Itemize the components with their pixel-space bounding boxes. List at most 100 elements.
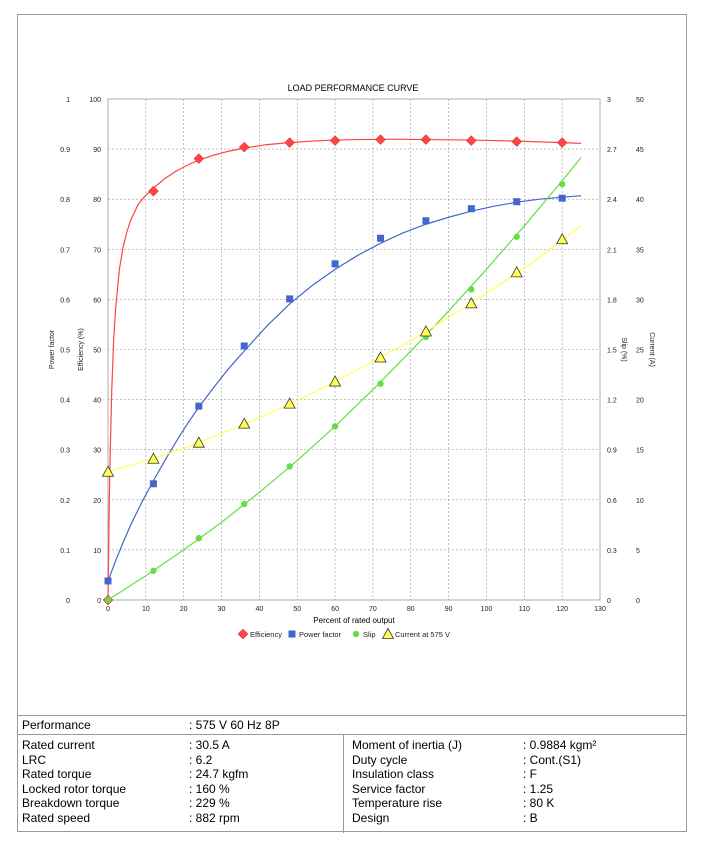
power-factor-legend-label: Power factor: [299, 630, 342, 639]
spec-label: Insulation class: [352, 767, 435, 781]
y-tick-label: 60: [93, 297, 101, 304]
efficiency-point: [329, 135, 341, 146]
efficiency-point: [420, 134, 432, 145]
power-factor-point: [376, 234, 384, 242]
y-tick-label: 10: [636, 498, 644, 505]
load-performance-chart: 0 10 20 30 40 50 60 70 80 90 100 110 120 13000.10.20.…: [49, 83, 655, 640]
y-tick-label: 0.9: [60, 147, 70, 154]
x-tick-label: 40: [255, 606, 263, 613]
y-tick-label: 0: [636, 598, 640, 605]
slip-point: [331, 423, 339, 430]
x-tick-label: 0: [106, 606, 110, 613]
y-tick-label: 20: [93, 498, 101, 505]
report-frame: [17, 14, 687, 832]
y-tick-label: 35: [636, 247, 644, 254]
spec-label: Rated speed: [22, 810, 91, 825]
x-tick-label: 100: [481, 606, 493, 613]
power-factor-point: [240, 342, 248, 350]
y-tick-label: 80: [93, 197, 101, 204]
slip-point: [377, 380, 384, 387]
current-at-575-v-point: [192, 436, 206, 448]
spec-label: Duty cycle: [352, 752, 408, 767]
spec-row: Rated speed : 882 rpm Design : B: [17, 811, 687, 826]
y-tick-label: 50: [636, 97, 644, 104]
y-tick-label: 100: [89, 97, 101, 104]
spec-value: : 160 %: [189, 781, 230, 796]
spec-label: Rated torque: [22, 767, 92, 781]
current-at-575-v-point: [328, 375, 342, 387]
performance-value: : 575 V 60 Hz 8P: [189, 718, 280, 732]
spec-value: : 80 K: [523, 796, 555, 810]
y-tick-label: 20: [636, 398, 644, 405]
y-tick-label: 1.2: [607, 398, 617, 405]
y-tick-label: 0.6: [607, 498, 617, 505]
y-tick-label: 40: [636, 197, 644, 204]
y-tick-label: 45: [636, 147, 644, 154]
power-factor-curve: [107, 195, 582, 582]
spec-value: : 24.7 kgfm: [189, 767, 249, 781]
y-tick-label: 70: [93, 247, 101, 254]
efficiency-point: [284, 137, 296, 148]
efficiency-point: [238, 141, 250, 153]
y-tick-label: 0.2: [60, 498, 70, 505]
y-tick-label: 0.1: [60, 548, 70, 555]
x-tick-label: 70: [369, 606, 377, 613]
spec-row: LRC : 6.2 Duty cycle : Cont.(S1): [17, 753, 687, 768]
efficiency-point: [193, 153, 205, 164]
power-factor-point: [422, 217, 430, 225]
y-tick-label: 0.9: [607, 448, 617, 455]
slip-point: [104, 596, 112, 604]
power-factor-point: [467, 205, 475, 213]
x-tick-label: 10: [142, 606, 150, 613]
legend-layer: Efficiency Power factor Slip Current at 575…: [237, 627, 450, 640]
series-layer: [101, 134, 582, 606]
y-tick-label: 90: [93, 147, 101, 154]
specifications-table: Rated current : 30.5 A Moment of inertia…: [17, 734, 687, 833]
x-tick-label: 20: [180, 606, 188, 613]
current-at-575-v-point: [101, 465, 115, 477]
spec-label: Moment of inertia (J): [352, 738, 463, 752]
y-tick-label: 0.8: [60, 197, 70, 204]
x-axis-label: Percent of rated output: [313, 616, 395, 625]
y-tick-label: 0.3: [60, 448, 70, 455]
y-tick-label: 15: [636, 448, 644, 455]
current-at-575-v-point: [510, 266, 523, 278]
power-factor-point: [513, 198, 521, 206]
current-at-575-v-legend-label: Current at 575 V: [395, 630, 450, 639]
spec-label: LRC: [22, 752, 47, 767]
y-tick-label: 30: [636, 297, 644, 304]
grid-layer: [107, 98, 601, 601]
slip-point: [150, 567, 157, 574]
y-tick-label: 10: [93, 548, 101, 555]
power-factor-point: [195, 402, 203, 410]
x-tick-label: 120: [556, 606, 568, 613]
column-divider: [343, 735, 344, 833]
x-tick-label: 30: [218, 606, 226, 613]
y-tick-label: 3: [607, 97, 611, 104]
x-tick-label: 110: [519, 606, 530, 613]
y-tick-label: 0.7: [60, 247, 70, 254]
current-at-575-v-point: [238, 417, 251, 429]
spec-value: : 30.5 A: [189, 738, 230, 752]
power-factor-point: [286, 295, 294, 303]
y-tick-label: 1.8: [607, 297, 617, 304]
x-tick-label: 90: [445, 606, 453, 613]
y-tick-label: 0.6: [60, 297, 70, 304]
slip-point: [286, 463, 293, 470]
y-tick-label: 50: [93, 348, 101, 355]
current-at-575-v-legend-marker: [381, 627, 395, 639]
y-tick-label: 40: [93, 398, 101, 405]
x-tick-label: 60: [331, 606, 339, 613]
current-at-575-v-point: [419, 325, 433, 337]
efficiency-point: [375, 134, 386, 145]
power-factor-point: [558, 194, 566, 202]
efficiency-point: [465, 135, 477, 146]
spec-label: Service factor: [352, 781, 426, 796]
slip-curve: [107, 157, 582, 601]
y-tick-label: 0: [607, 598, 611, 605]
y-tick-label: 0: [66, 598, 70, 605]
efficiency-point: [511, 136, 523, 147]
y-tick-label: 0: [97, 598, 101, 605]
current-at-575-v-point: [555, 232, 569, 245]
spec-label: Design: [352, 810, 390, 825]
